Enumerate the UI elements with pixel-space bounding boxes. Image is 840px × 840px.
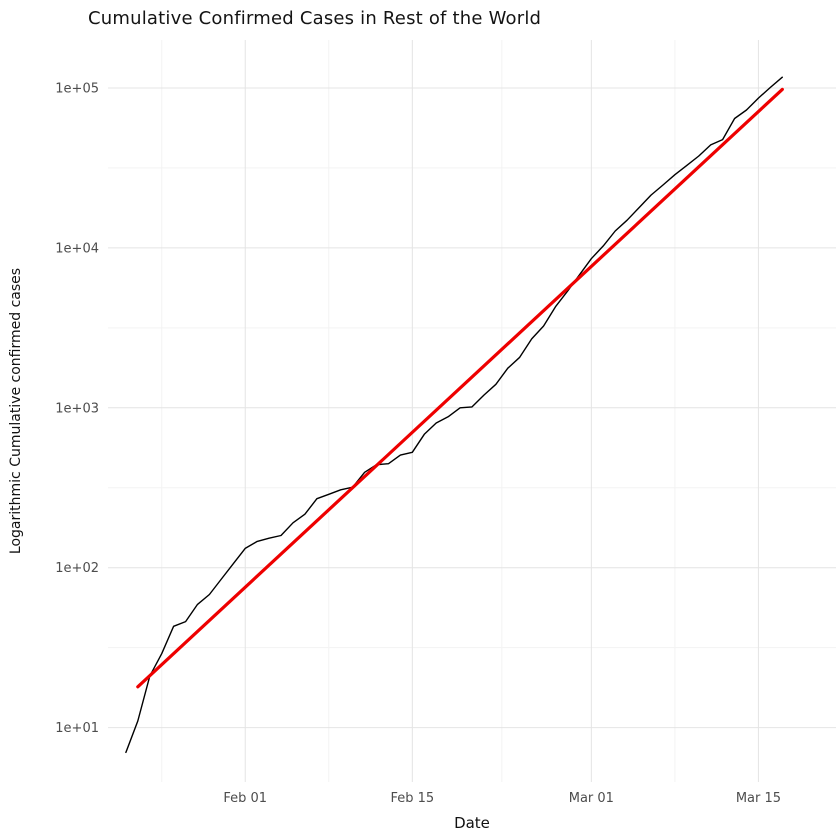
y-tick-label: 1e+05	[55, 81, 99, 96]
y-tick-label: 1e+01	[55, 721, 99, 736]
x-tick-label: Feb 01	[223, 791, 267, 806]
y-tick-label: 1e+04	[55, 241, 99, 256]
x-axis-label: Date	[454, 814, 490, 832]
plot-panel	[108, 40, 836, 782]
x-tick-label: Feb 15	[390, 791, 434, 806]
x-tick-label: Mar 01	[569, 791, 614, 806]
series-line-fit	[136, 87, 784, 689]
y-axis-label: Logarithmic Cumulative confirmed cases	[8, 267, 24, 555]
y-tick-label: 1e+03	[55, 401, 99, 416]
chart-title: Cumulative Confirmed Cases in Rest of th…	[88, 8, 542, 29]
series-line-actual	[125, 76, 783, 754]
x-tick-label: Mar 15	[736, 791, 781, 806]
y-tick-label: 1e+02	[55, 561, 99, 576]
